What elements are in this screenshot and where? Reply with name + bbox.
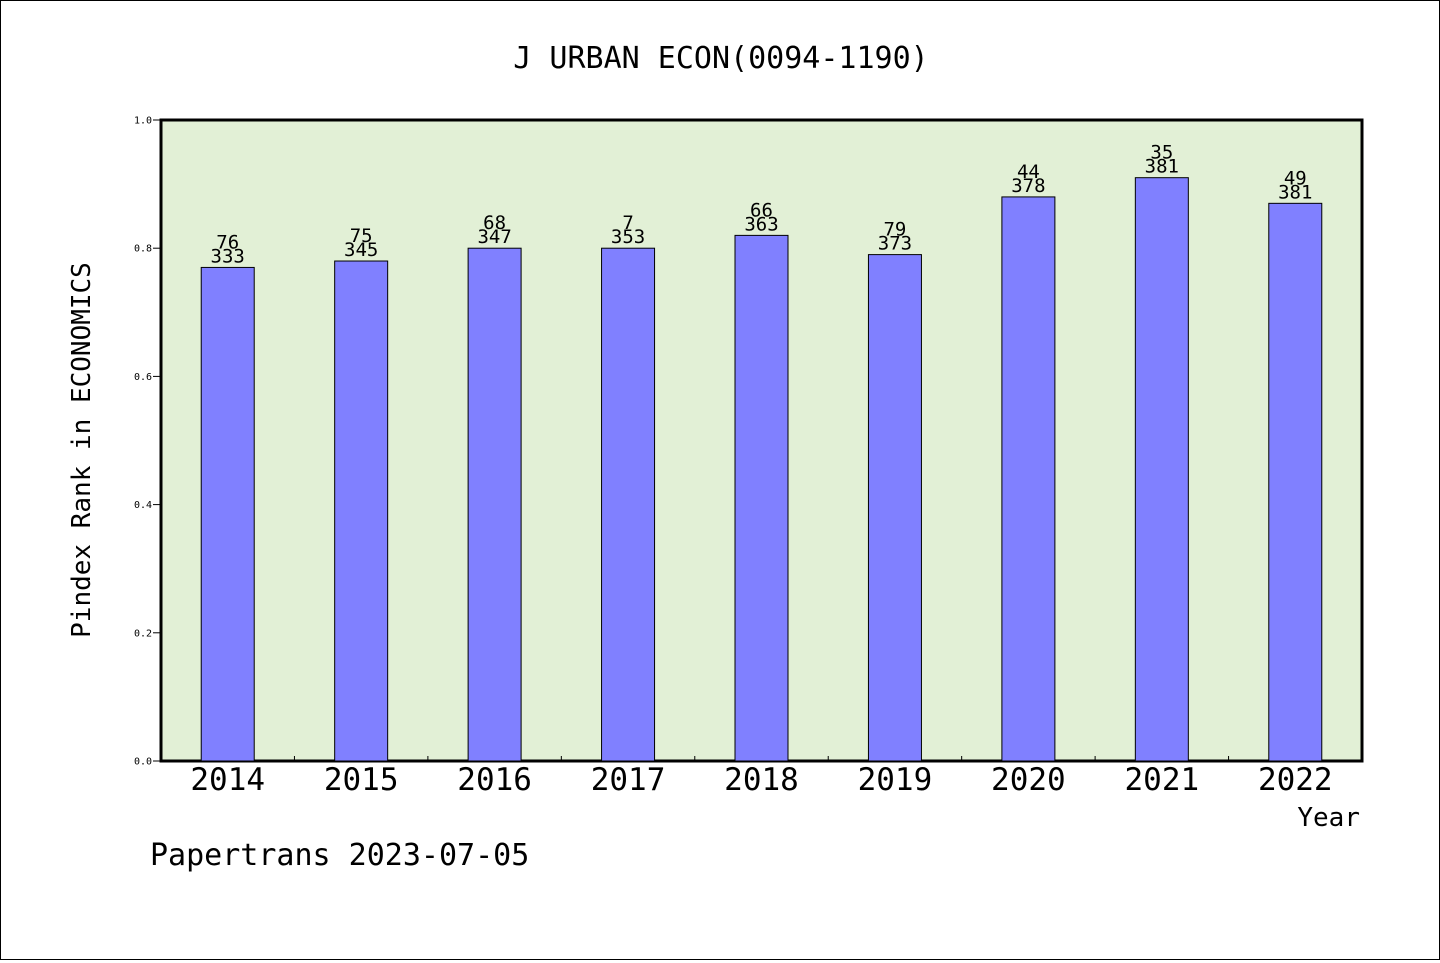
total-label: 363 bbox=[744, 213, 778, 235]
total-label: 381 bbox=[1145, 156, 1179, 178]
rank-label: 44 bbox=[1017, 161, 1040, 183]
y-axis-label: Pindex Rank in ECONOMICS bbox=[67, 262, 97, 638]
bar-2019 bbox=[867, 254, 922, 762]
x-tick-label: 2021 bbox=[1125, 762, 1200, 798]
rank-label: 79 bbox=[883, 219, 906, 241]
x-axis-label: Year bbox=[1297, 803, 1360, 833]
chart-title: J URBAN ECON(0094-1190) bbox=[513, 41, 928, 76]
bar-2020 bbox=[1001, 196, 1056, 762]
x-tick-label: 2020 bbox=[991, 762, 1066, 798]
bar-2021 bbox=[1134, 177, 1189, 762]
total-label: 353 bbox=[611, 226, 645, 248]
y-tick-label: 1.0 bbox=[134, 116, 152, 127]
y-tick-label: 0.8 bbox=[134, 244, 152, 255]
rank-label: 75 bbox=[350, 225, 373, 247]
rank-label: 49 bbox=[1284, 167, 1307, 189]
total-label: 333 bbox=[211, 245, 245, 267]
rank-label: 76 bbox=[216, 231, 239, 253]
total-label: 378 bbox=[1011, 175, 1045, 197]
bar-2015 bbox=[334, 260, 389, 762]
x-tick-label: 2018 bbox=[724, 762, 799, 798]
total-label: 381 bbox=[1278, 181, 1312, 203]
x-tick-label: 2014 bbox=[190, 762, 265, 798]
x-axis-ticks: 2014 2015 2016 2017 2018 2019 2020 2021 2022 bbox=[190, 756, 1333, 798]
y-tick-label: 0.2 bbox=[134, 628, 152, 639]
x-tick-label: 2019 bbox=[858, 762, 933, 798]
y-axis-ticks: 0.0 0.2 0.4 0.6 0.8 1.0 bbox=[134, 116, 161, 768]
rank-label: 7 bbox=[622, 212, 633, 234]
bar-2014 bbox=[200, 266, 255, 762]
bar-2022 bbox=[1268, 202, 1323, 762]
rank-label: 35 bbox=[1150, 142, 1173, 164]
credit-text: Papertrans 2023-07-05 bbox=[150, 838, 529, 873]
x-tick-label: 2017 bbox=[591, 762, 666, 798]
rank-label: 68 bbox=[483, 212, 506, 234]
bar-2017 bbox=[601, 247, 656, 762]
y-tick-label: 0.4 bbox=[134, 500, 152, 511]
bar-2018 bbox=[734, 234, 789, 762]
total-label: 347 bbox=[477, 226, 511, 248]
bars bbox=[200, 177, 1323, 762]
total-label: 345 bbox=[344, 239, 378, 261]
y-tick-label: 0.0 bbox=[134, 757, 152, 768]
x-tick-label: 2016 bbox=[457, 762, 532, 798]
rank-label: 66 bbox=[750, 199, 773, 221]
y-tick-label: 0.6 bbox=[134, 372, 152, 383]
bar-2016 bbox=[467, 247, 522, 762]
total-label: 373 bbox=[878, 233, 912, 255]
x-tick-label: 2022 bbox=[1258, 762, 1333, 798]
x-tick-label: 2015 bbox=[324, 762, 399, 798]
